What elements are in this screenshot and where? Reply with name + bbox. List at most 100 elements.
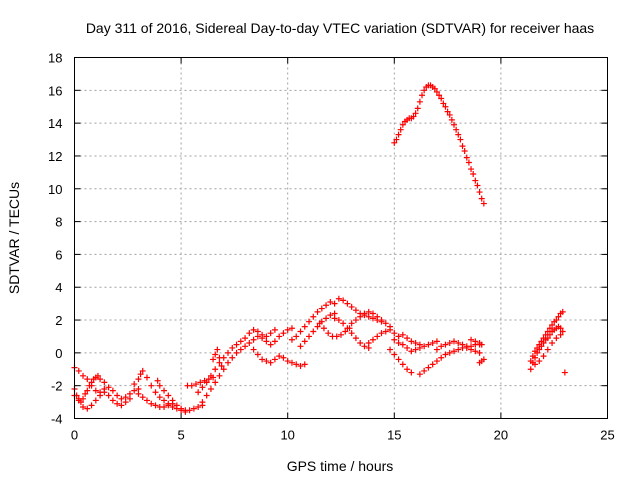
data-point bbox=[549, 321, 556, 328]
data-point bbox=[546, 325, 553, 332]
data-point bbox=[342, 328, 349, 335]
data-point bbox=[352, 335, 359, 342]
data-point bbox=[225, 359, 232, 366]
data-point bbox=[365, 340, 372, 347]
data-point bbox=[254, 328, 261, 335]
data-point bbox=[397, 126, 404, 133]
data-point bbox=[472, 177, 479, 184]
data-point bbox=[429, 340, 436, 347]
data-point bbox=[88, 402, 95, 409]
data-point bbox=[408, 369, 415, 376]
data-point bbox=[233, 341, 240, 348]
data-point bbox=[288, 359, 295, 366]
data-point bbox=[559, 308, 566, 315]
data-point bbox=[173, 405, 180, 412]
data-point bbox=[404, 335, 411, 342]
data-point bbox=[431, 85, 438, 92]
data-point bbox=[254, 351, 261, 358]
data-point bbox=[118, 395, 125, 402]
data-point bbox=[468, 346, 475, 353]
data-point bbox=[538, 338, 545, 345]
data-point bbox=[212, 351, 219, 358]
data-point bbox=[352, 317, 359, 324]
x-tick-label: 0 bbox=[71, 428, 78, 443]
data-point bbox=[440, 100, 447, 107]
data-point bbox=[225, 349, 232, 356]
data-point bbox=[559, 328, 566, 335]
data-point bbox=[557, 331, 564, 338]
data-point bbox=[220, 366, 227, 373]
data-point bbox=[438, 95, 445, 102]
data-point bbox=[395, 340, 402, 347]
data-point bbox=[82, 390, 89, 397]
data-point bbox=[399, 341, 406, 348]
data-point bbox=[404, 344, 411, 351]
data-point bbox=[310, 328, 317, 335]
data-point bbox=[105, 384, 112, 391]
data-point bbox=[139, 394, 146, 401]
data-point bbox=[229, 354, 236, 361]
data-point bbox=[365, 308, 372, 315]
data-point bbox=[357, 313, 364, 320]
data-point bbox=[259, 356, 266, 363]
data-point bbox=[188, 382, 195, 389]
data-point bbox=[75, 395, 82, 402]
data-point bbox=[210, 356, 217, 363]
data-point bbox=[416, 98, 423, 105]
data-point bbox=[555, 313, 562, 320]
data-point bbox=[333, 333, 340, 340]
data-point bbox=[421, 367, 428, 374]
y-tick-label: -4 bbox=[51, 412, 63, 427]
data-point bbox=[544, 346, 551, 353]
data-point bbox=[542, 331, 549, 338]
data-point bbox=[442, 351, 449, 358]
data-point bbox=[391, 336, 398, 343]
data-point bbox=[536, 358, 543, 365]
data-point bbox=[549, 340, 556, 347]
data-point bbox=[369, 336, 376, 343]
data-point bbox=[455, 346, 462, 353]
data-point bbox=[178, 407, 185, 414]
data-point bbox=[404, 366, 411, 373]
data-point bbox=[182, 408, 189, 415]
data-point bbox=[331, 315, 338, 322]
data-point bbox=[250, 326, 257, 333]
data-point bbox=[421, 87, 428, 94]
y-tick-label: 16 bbox=[48, 83, 62, 98]
data-point bbox=[161, 404, 168, 411]
data-point bbox=[414, 105, 421, 112]
data-point bbox=[126, 395, 133, 402]
data-point bbox=[446, 340, 453, 347]
data-point bbox=[361, 343, 368, 350]
data-point bbox=[306, 333, 313, 340]
x-tick-label: 25 bbox=[600, 428, 614, 443]
data-point bbox=[310, 313, 317, 320]
chart-title: Day 311 of 2016, Sidereal Day-to-day VTE… bbox=[86, 20, 594, 36]
data-point bbox=[75, 367, 82, 374]
data-point bbox=[237, 338, 244, 345]
data-point bbox=[352, 307, 359, 314]
data-point bbox=[101, 389, 108, 396]
data-point bbox=[154, 377, 161, 384]
data-point bbox=[450, 348, 457, 355]
data-point bbox=[387, 326, 394, 333]
data-point bbox=[212, 379, 219, 386]
data-point bbox=[84, 387, 91, 394]
data-point bbox=[391, 351, 398, 358]
y-tick-label: 18 bbox=[48, 51, 62, 66]
x-axis-ticks: 0 5 10 15 20 25 bbox=[71, 57, 615, 443]
data-point bbox=[84, 405, 91, 412]
data-point bbox=[391, 139, 398, 146]
data-point bbox=[436, 92, 443, 99]
data-point bbox=[80, 404, 87, 411]
data-point bbox=[421, 343, 428, 350]
data-point bbox=[148, 400, 155, 407]
data-point bbox=[301, 361, 308, 368]
data-point bbox=[169, 404, 176, 411]
data-point bbox=[263, 358, 270, 365]
data-point bbox=[77, 399, 84, 406]
data-point bbox=[419, 92, 426, 99]
data-point bbox=[280, 354, 287, 361]
data-point bbox=[534, 344, 541, 351]
data-point bbox=[468, 166, 475, 173]
